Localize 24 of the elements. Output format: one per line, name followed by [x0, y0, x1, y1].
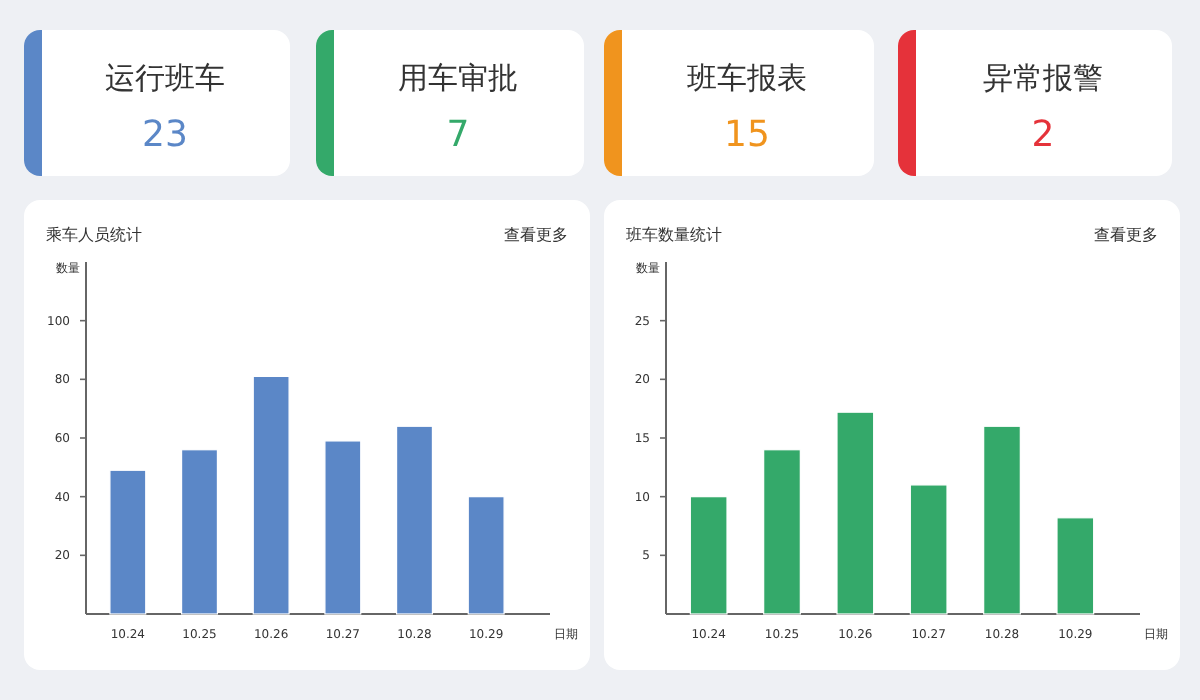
- bar: [324, 440, 362, 615]
- text: 查看更多: [504, 226, 568, 244]
- bar: [689, 496, 728, 615]
- bar: [109, 469, 147, 615]
- text: 用车审批: [398, 60, 518, 96]
- chart-title: 班车数量统计: [626, 226, 722, 244]
- bar: [467, 496, 505, 615]
- bar: [252, 375, 290, 615]
- text: 23: [142, 114, 188, 156]
- bar: [909, 484, 948, 615]
- text: 15: [724, 114, 770, 156]
- bar: [836, 411, 875, 615]
- chart-title: 乘车人员统计: [46, 226, 142, 244]
- text: 7: [446, 114, 470, 156]
- bar: [1056, 517, 1095, 615]
- bar: [180, 449, 219, 615]
- text: 运行班车: [105, 60, 225, 96]
- text: 查看更多: [1094, 226, 1158, 244]
- text: 班车报表: [687, 60, 807, 96]
- bar: [763, 449, 801, 615]
- bar: [395, 425, 434, 615]
- bar: [983, 425, 1021, 615]
- text: 异常报警: [983, 60, 1103, 96]
- text: 2: [1031, 114, 1055, 156]
